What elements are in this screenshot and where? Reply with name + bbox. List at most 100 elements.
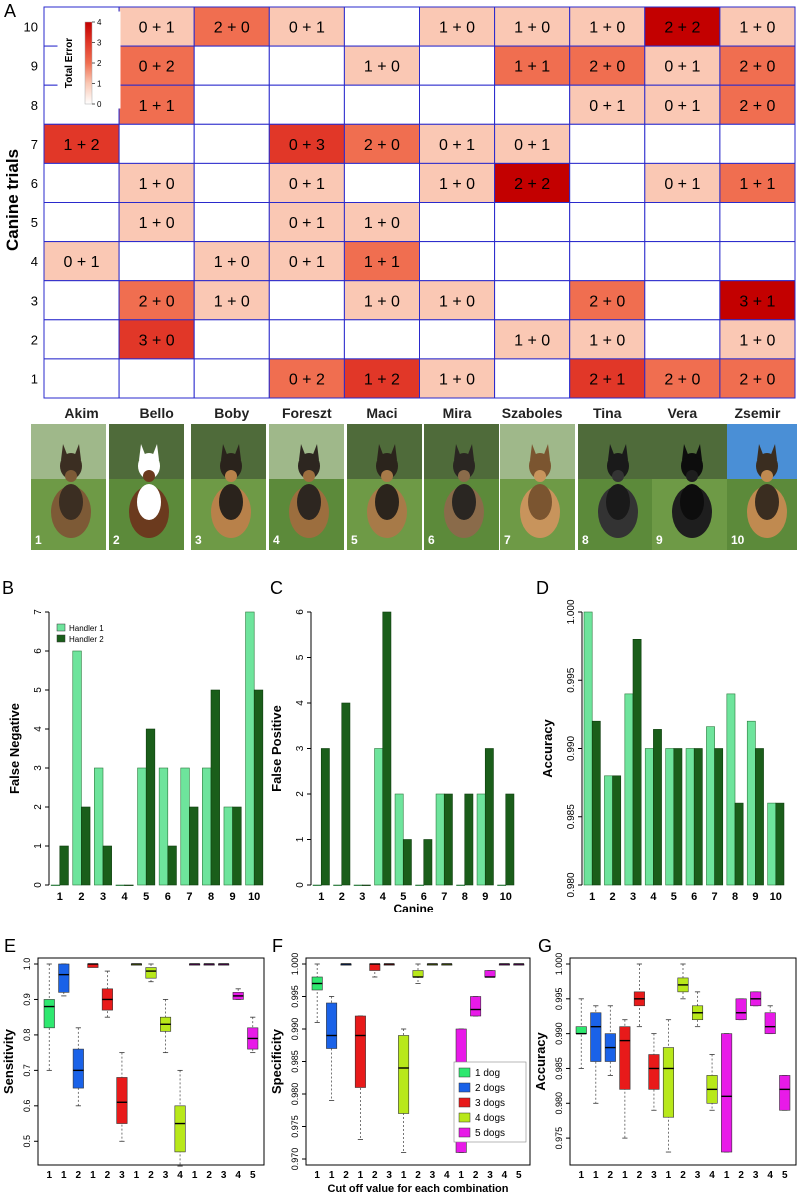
- box-iqr: [398, 1035, 410, 1114]
- heatmap-cell: [644, 123, 721, 164]
- heatmap-cell: [193, 123, 270, 164]
- heatmap-cell: [719, 123, 796, 164]
- heatmap-cell: [419, 202, 496, 243]
- heatmap-cell: [719, 280, 796, 321]
- bar-y-tick-label: 4: [295, 700, 306, 706]
- bar-handler-2: [253, 689, 264, 886]
- photo-background: [652, 424, 727, 484]
- bar-x-axis-label: Canine: [393, 902, 433, 912]
- dog-chest: [375, 484, 399, 520]
- box-x-tick-label: 2: [637, 1170, 643, 1181]
- dog-ear-left: [608, 444, 615, 460]
- photo-background: [31, 424, 106, 484]
- heatmap-cell: [569, 241, 646, 282]
- heatmap-cell: [644, 202, 721, 243]
- heatmap-cell: [719, 84, 796, 125]
- bar-x-tick-label: 4: [380, 891, 387, 903]
- dog-body: [672, 486, 712, 538]
- heatmap-trial-tick: 7: [31, 137, 38, 152]
- box-iqr: [764, 1012, 776, 1034]
- box-x-axis-label: Cut off value for each combination: [328, 1183, 509, 1195]
- heatmap-dog-label: Tina: [593, 405, 622, 421]
- box-x-tick-label: 1: [192, 1170, 198, 1181]
- heatmap-cell-value: 2 + 2: [664, 20, 700, 37]
- box-x-tick-label: 4: [235, 1170, 241, 1181]
- photo-background: [578, 424, 653, 484]
- box-x-tick-label: 3: [753, 1170, 759, 1181]
- bar-x-tick-label: 1: [318, 891, 324, 903]
- heatmap-legend-tick: 2: [97, 59, 102, 68]
- heatmap-cell-value: 3 + 0: [139, 332, 175, 349]
- box-y-tick-label: 0.995: [554, 988, 564, 1011]
- heatmap-cell: [193, 319, 270, 360]
- dog-photo-number: 8: [582, 533, 589, 547]
- box-iqr: [326, 1002, 338, 1049]
- dog-photo-number: 3: [195, 533, 202, 547]
- heatmap-cell: [268, 84, 345, 125]
- bar-handler-2: [402, 839, 412, 886]
- heatmap-cell-value: 1 + 0: [364, 215, 400, 232]
- bar-handler-1: [353, 884, 363, 886]
- dog-chest: [297, 484, 321, 520]
- heatmap-cell-value: 2 + 0: [664, 371, 700, 388]
- bar-handler-1: [726, 693, 736, 886]
- dog-muzzle: [143, 470, 155, 482]
- box-x-tick-label: 2: [473, 1170, 479, 1181]
- dog-muzzle: [65, 470, 77, 482]
- dog-body: [520, 486, 560, 538]
- bar-x-tick-label: 9: [230, 891, 236, 903]
- heatmap-cell: [419, 45, 496, 86]
- box-y-axis-label: Sensitivity: [1, 1028, 16, 1094]
- panel-label-d: D: [536, 578, 549, 598]
- bar-handler-1: [456, 884, 466, 886]
- bar-handler-2: [124, 884, 134, 886]
- box-x-tick-label: 5: [516, 1170, 522, 1181]
- heatmap-cell: [193, 162, 270, 203]
- dog-body: [598, 486, 638, 538]
- bar-handler-2: [484, 748, 494, 886]
- heatmap-dog-label: Boby: [214, 405, 249, 421]
- heatmap-cell: [644, 358, 721, 399]
- heatmap-trial-tick: 10: [24, 20, 38, 35]
- box-y-tick-label: 0.5: [22, 1135, 32, 1148]
- heatmap-cell: [268, 280, 345, 321]
- bar-x-tick-label: 8: [208, 891, 214, 903]
- dog-muzzle: [534, 470, 546, 482]
- dog-photo: 5: [347, 424, 422, 550]
- heatmap-cell-value: 3 + 1: [739, 293, 775, 310]
- heatmap-trial-tick: 2: [31, 332, 38, 347]
- bar-x-tick-label: 2: [610, 891, 616, 903]
- heatmap-cell-value: 0 + 1: [289, 215, 325, 232]
- heatmap-dog-label: Bello: [140, 405, 174, 421]
- bar-y-axis-label: False Positive: [269, 705, 284, 792]
- box-x-tick-label: 1: [724, 1170, 730, 1181]
- box-iqr: [575, 1026, 587, 1034]
- dog-ear-right: [543, 444, 550, 460]
- box-y-tick-label: 0.970: [290, 1148, 300, 1171]
- box-y-tick-label: 0.975: [290, 1115, 300, 1138]
- bar-handler-1: [746, 720, 756, 886]
- dog-chest: [452, 484, 476, 520]
- bar-legend: Handler 1 Handler 2: [56, 623, 104, 644]
- box-x-tick-label: 1: [593, 1170, 599, 1181]
- heatmap-cell: [118, 358, 195, 399]
- box-x-tick-label: 1: [401, 1170, 407, 1181]
- bar-y-tick-label: 0.980: [566, 872, 577, 897]
- heatmap-cell-value: 1 + 0: [214, 293, 250, 310]
- photo-background: [191, 424, 266, 484]
- heatmap-cell-value: 1 + 0: [439, 371, 475, 388]
- dog-photo-number: 7: [504, 533, 511, 547]
- bar-x-tick-label: 10: [248, 891, 260, 903]
- heatmap-cell: [268, 162, 345, 203]
- dog-chest: [528, 484, 552, 520]
- bar-x-tick-label: 3: [359, 891, 365, 903]
- legend-label-handler-1: Handler 1: [69, 624, 104, 633]
- heatmap-cell-value: 2 + 0: [739, 371, 775, 388]
- box-x-tick-label: 2: [105, 1170, 111, 1181]
- panel-label-f: F: [272, 936, 283, 956]
- heatmap-cell-value: 1 + 0: [439, 20, 475, 37]
- dog-photo-art: 7: [500, 424, 575, 550]
- bar-x-tick-label: 3: [630, 891, 636, 903]
- heatmap-cell: [268, 45, 345, 86]
- heatmap-cell: [494, 241, 571, 282]
